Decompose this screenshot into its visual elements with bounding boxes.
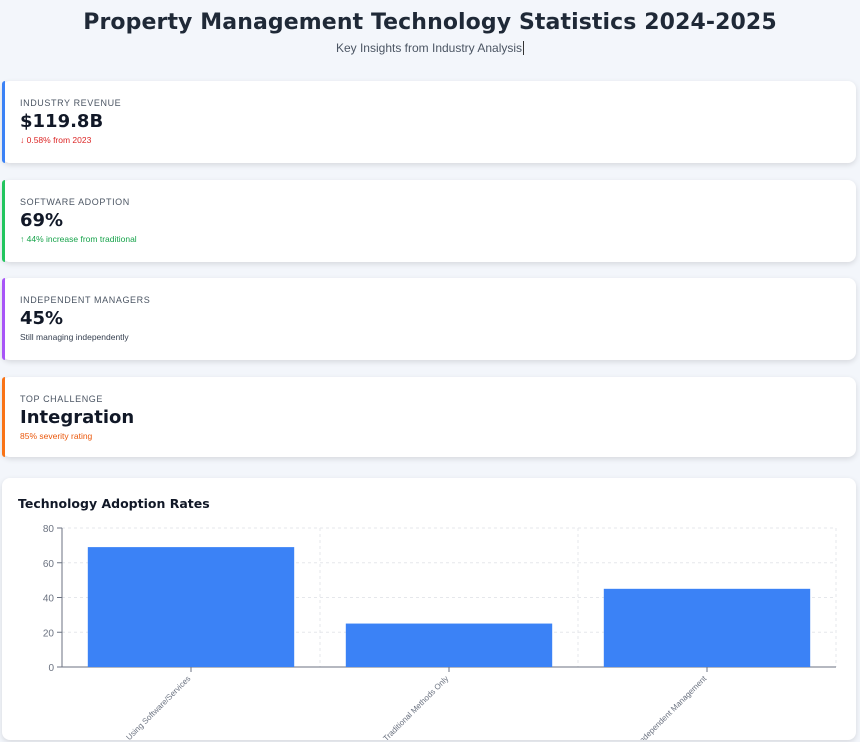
page-subtitle: Key Insights from Industry Analysis: [335, 41, 525, 55]
y-tick-label: 0: [48, 663, 54, 674]
stat-label: SOFTWARE ADOPTION: [20, 197, 130, 207]
x-tick-label: Traditional Methods Only: [381, 674, 450, 740]
stat-value: $119.8B: [20, 111, 104, 132]
stat-note: 85% severity rating: [20, 431, 93, 441]
card-accent: [2, 180, 5, 262]
page-header: Property Management Technology Statistic…: [0, 0, 860, 70]
stat-card-independent-managers: INDEPENDENT MANAGERS 45% Still managing …: [2, 278, 856, 360]
x-tick-label: Independent Management: [636, 674, 709, 740]
chart-card: Technology Adoption Rates 0 20 40 60 80 Using…: [2, 478, 856, 740]
x-tick-label: Using Software/Services: [124, 674, 192, 740]
stat-label: INDUSTRY REVENUE: [20, 98, 122, 108]
stat-card-software-adoption: SOFTWARE ADOPTION 69% ↑ 44% increase fro…: [2, 180, 856, 262]
stat-value: Integration: [20, 407, 135, 428]
y-tick-label: 20: [43, 628, 55, 639]
y-tick-label: 60: [43, 559, 55, 570]
card-accent: [2, 278, 5, 360]
stat-value: 45%: [20, 308, 64, 329]
stat-card-revenue: INDUSTRY REVENUE $119.8B ↓ 0.58% from 20…: [2, 81, 856, 163]
bar: [87, 547, 295, 667]
bar: [345, 623, 553, 667]
stat-label: TOP CHALLENGE: [20, 394, 103, 404]
y-tick-label: 40: [43, 594, 55, 605]
stat-note: ↑ 44% increase from traditional: [20, 234, 137, 244]
stat-note: Still managing independently: [20, 332, 129, 342]
adoption-bar-chart: 0 20 40 60 80 Using Software/Services Traditio…: [43, 524, 837, 740]
stat-note: ↓ 0.58% from 2023: [20, 135, 92, 145]
chart-title: Technology Adoption Rates: [18, 496, 210, 511]
stat-value: 69%: [20, 210, 64, 231]
card-accent: [2, 377, 5, 457]
y-tick-label: 80: [43, 524, 55, 535]
stat-label: INDEPENDENT MANAGERS: [20, 295, 151, 305]
stat-card-top-challenge: TOP CHALLENGE Integration 85% severity r…: [2, 377, 856, 457]
card-accent: [2, 81, 5, 163]
page-title: Property Management Technology Statistic…: [83, 10, 777, 35]
bar: [603, 588, 811, 667]
